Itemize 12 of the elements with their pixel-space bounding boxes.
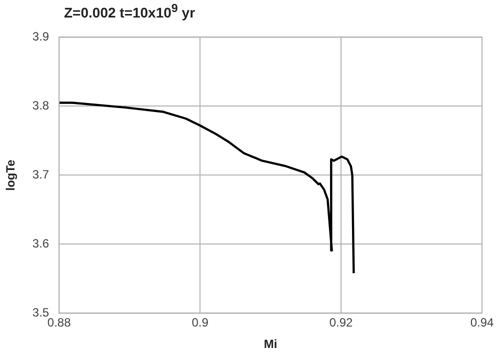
x-axis-title: Mi: [264, 337, 278, 352]
y-tick-label: 3.8: [32, 98, 50, 113]
y-tick-label: 3.9: [32, 30, 50, 44]
y-tick-label: 3.5: [32, 306, 50, 320]
x-tick-label: 0.94: [470, 316, 494, 330]
y-axis-title: logTe: [4, 159, 18, 191]
y-tick-label: 3.6: [32, 236, 50, 251]
x-tick-label: 0.88: [47, 316, 72, 330]
x-tick-label: 0.9: [192, 316, 209, 330]
x-tick-label: 0.92: [329, 316, 354, 330]
chart-title: Z=0.002 t=10x10$^{9}$ yr: [64, 2, 196, 21]
y-tick-label: 3.7: [32, 168, 50, 182]
